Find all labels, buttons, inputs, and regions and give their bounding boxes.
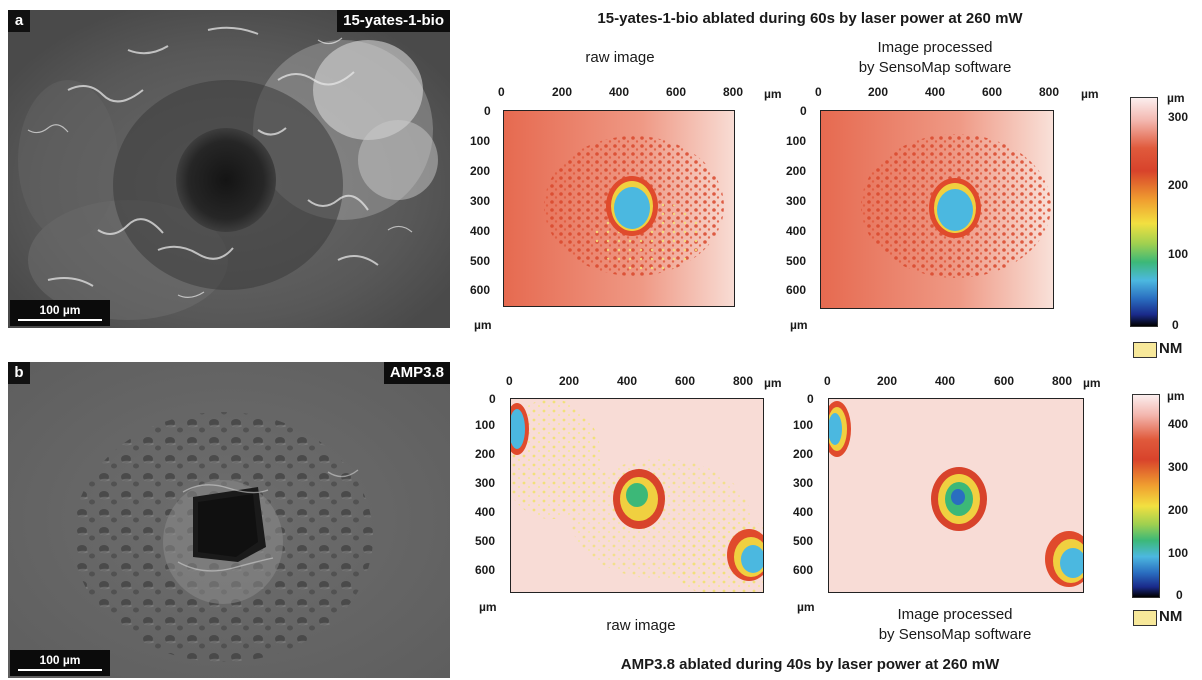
proc-b-y-tick-500: 500 bbox=[793, 534, 814, 548]
raw-b-y-tick-100: 100 bbox=[475, 418, 496, 432]
proc-a-y-tick-500: 500 bbox=[786, 254, 807, 268]
proc-a-x-unit: µm bbox=[1081, 87, 1099, 101]
caption-processed-a: Image processed by SensoMap software bbox=[820, 38, 1050, 78]
proc-a-x-tick-200: 200 bbox=[868, 85, 889, 99]
raw-b-y-tick-400: 400 bbox=[475, 505, 496, 519]
scale-bar-line-b bbox=[18, 669, 102, 671]
processed-map-b bbox=[828, 398, 1084, 593]
proc-a-x-tick-400: 400 bbox=[925, 85, 946, 99]
scale-bar-line-a bbox=[18, 319, 102, 321]
raw-b-x-unit: µm bbox=[764, 376, 782, 390]
proc-b-x-tick-400: 400 bbox=[935, 374, 956, 388]
proc-b-y-tick-200: 200 bbox=[793, 447, 814, 461]
colorbar-a-tick-100: 100 bbox=[1168, 247, 1189, 261]
proc-b-x-tick-200: 200 bbox=[877, 374, 898, 388]
colorbar-b-tick-100: 100 bbox=[1168, 546, 1189, 560]
raw-a-x-tick-600: 600 bbox=[666, 85, 687, 99]
proc-a-y-tick-0: 0 bbox=[800, 104, 807, 118]
proc-a-y-tick-400: 400 bbox=[786, 224, 807, 238]
raw-a-y-tick-100: 100 bbox=[470, 134, 491, 148]
nm-legend-label-b: NM bbox=[1159, 608, 1183, 625]
caption-processed-b: Image processed by SensoMap software bbox=[840, 605, 1070, 645]
proc-b-y-tick-400: 400 bbox=[793, 505, 814, 519]
raw-a-x-unit: µm bbox=[764, 87, 782, 101]
scale-bar-label-a: 100 µm bbox=[39, 303, 81, 317]
proc-b-x-tick-0: 0 bbox=[824, 374, 831, 388]
caption-raw-a: raw image bbox=[585, 49, 655, 66]
proc-b-y-unit: µm bbox=[797, 600, 815, 614]
nm-legend-label-a: NM bbox=[1159, 340, 1183, 357]
caption-processed-a-line2: by SensoMap software bbox=[858, 59, 1012, 76]
proc-b-y-tick-300: 300 bbox=[793, 476, 814, 490]
raw-b-x-tick-200: 200 bbox=[559, 374, 580, 388]
raw-map-a bbox=[503, 110, 735, 307]
scale-bar-a: 100 µm bbox=[10, 300, 110, 326]
scale-bar-b: 100 µm bbox=[10, 650, 110, 676]
raw-a-y-tick-400: 400 bbox=[470, 224, 491, 238]
proc-a-x-tick-600: 600 bbox=[982, 85, 1003, 99]
sem-image-b: b AMP3.8 100 µm bbox=[8, 362, 450, 678]
raw-a-x-tick-0: 0 bbox=[498, 85, 505, 99]
colorbar-a-tick-0: 0 bbox=[1172, 318, 1179, 332]
colorbar-b-tick-200: 200 bbox=[1168, 503, 1189, 517]
raw-b-y-tick-200: 200 bbox=[475, 447, 496, 461]
proc-b-x-tick-800: 800 bbox=[1052, 374, 1073, 388]
proc-a-y-tick-200: 200 bbox=[786, 164, 807, 178]
proc-b-y-tick-600: 600 bbox=[793, 563, 814, 577]
proc-b-y-tick-100: 100 bbox=[793, 418, 814, 432]
raw-b-y-unit: µm bbox=[479, 600, 497, 614]
colorbar-b-tick-300: 300 bbox=[1168, 460, 1189, 474]
raw-a-y-unit: µm bbox=[474, 318, 492, 332]
raw-a-x-tick-800: 800 bbox=[723, 85, 744, 99]
raw-b-x-tick-400: 400 bbox=[617, 374, 638, 388]
sample-label-a: 15-yates-1-bio bbox=[337, 10, 450, 32]
caption-processed-b-line1: Image processed bbox=[897, 606, 1013, 623]
scale-bar-label-b: 100 µm bbox=[39, 653, 81, 667]
raw-b-x-tick-0: 0 bbox=[506, 374, 513, 388]
caption-raw-b: raw image bbox=[606, 617, 676, 634]
caption-processed-a-line1: Image processed bbox=[877, 39, 993, 56]
raw-a-y-tick-0: 0 bbox=[484, 104, 491, 118]
raw-b-y-tick-600: 600 bbox=[475, 563, 496, 577]
raw-map-b bbox=[510, 398, 764, 593]
proc-b-x-unit: µm bbox=[1083, 376, 1101, 390]
sem-image-a: a 15-yates-1-bio 100 µm bbox=[8, 10, 450, 328]
caption-processed-b-line2: by SensoMap software bbox=[878, 626, 1032, 643]
proc-a-x-tick-800: 800 bbox=[1039, 85, 1060, 99]
colorbar-a-tick-200: 200 bbox=[1168, 178, 1189, 192]
raw-b-y-tick-300: 300 bbox=[475, 476, 496, 490]
proc-a-y-tick-600: 600 bbox=[786, 283, 807, 297]
proc-a-y-tick-300: 300 bbox=[786, 194, 807, 208]
proc-b-x-tick-600: 600 bbox=[994, 374, 1015, 388]
panel-a-title: 15-yates-1-bio ablated during 60s by las… bbox=[597, 10, 1023, 27]
nm-legend-swatch-a bbox=[1133, 342, 1157, 358]
nm-legend-swatch-b bbox=[1133, 610, 1157, 626]
colorbar-a-tick-300: 300 bbox=[1168, 110, 1189, 124]
raw-a-y-tick-600: 600 bbox=[470, 283, 491, 297]
colorbar-a bbox=[1130, 97, 1158, 327]
sample-label-b: AMP3.8 bbox=[383, 362, 450, 384]
processed-map-a bbox=[820, 110, 1054, 309]
raw-a-y-tick-200: 200 bbox=[470, 164, 491, 178]
raw-a-y-tick-300: 300 bbox=[470, 194, 491, 208]
raw-a-x-tick-200: 200 bbox=[552, 85, 573, 99]
panel-letter-a: a bbox=[8, 10, 30, 32]
proc-a-x-tick-0: 0 bbox=[815, 85, 822, 99]
raw-b-x-tick-800: 800 bbox=[733, 374, 754, 388]
raw-b-y-tick-0: 0 bbox=[489, 392, 496, 406]
colorbar-b-unit: µm bbox=[1167, 389, 1185, 403]
raw-b-y-tick-500: 500 bbox=[475, 534, 496, 548]
colorbar-b-tick-400: 400 bbox=[1168, 417, 1189, 431]
colorbar-b bbox=[1132, 394, 1160, 598]
proc-b-y-tick-0: 0 bbox=[807, 392, 814, 406]
panel-b-title: AMP3.8 ablated during 40s by laser power… bbox=[620, 656, 1000, 673]
raw-b-x-tick-600: 600 bbox=[675, 374, 696, 388]
proc-a-y-unit: µm bbox=[790, 318, 808, 332]
raw-a-y-tick-500: 500 bbox=[470, 254, 491, 268]
colorbar-a-unit: µm bbox=[1167, 91, 1185, 105]
panel-letter-b: b bbox=[8, 362, 30, 384]
proc-a-y-tick-100: 100 bbox=[786, 134, 807, 148]
raw-a-x-tick-400: 400 bbox=[609, 85, 630, 99]
colorbar-b-tick-0: 0 bbox=[1176, 588, 1183, 602]
